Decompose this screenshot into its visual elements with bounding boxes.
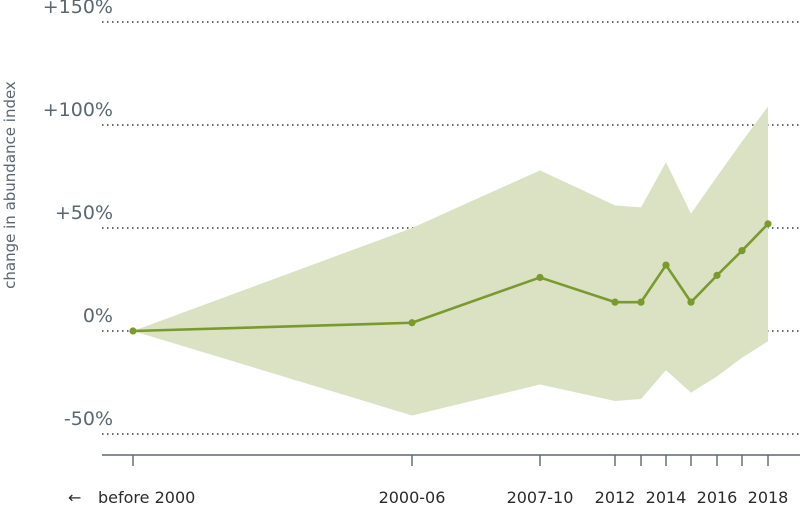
- data-point: [408, 319, 416, 327]
- x-tick-label: 2012: [595, 488, 636, 507]
- y-tick-label: 0%: [83, 305, 113, 327]
- x-tick-label: 2018: [748, 488, 789, 507]
- x-tick-label: 2016: [697, 488, 738, 507]
- x-tick-label: 2007-10: [507, 488, 574, 507]
- data-point: [764, 220, 772, 228]
- y-axis-title: change in abundance index: [1, 81, 19, 289]
- x-tick-label: 2000-06: [379, 488, 446, 507]
- data-point: [687, 298, 695, 306]
- x-tick-label-layer: ← before 2000 2000-06 2007-10 2012 2014 2016 20…: [68, 488, 788, 507]
- data-point: [611, 298, 619, 306]
- x-tick-arrow: ←: [68, 488, 81, 507]
- data-point: [738, 247, 746, 255]
- data-point: [713, 271, 721, 279]
- y-tick-label-layer: -50% 0% +50% +100% +150%: [43, 0, 113, 430]
- data-point: [129, 327, 137, 335]
- point-layer: [129, 220, 772, 335]
- x-tick-layer: [132, 455, 769, 466]
- data-point: [637, 298, 645, 306]
- series-line: [132, 222, 769, 333]
- y-tick-label: -50%: [64, 408, 113, 430]
- y-tick-label: +50%: [55, 202, 113, 224]
- confidence-band: [133, 106, 768, 416]
- data-point: [536, 273, 544, 282]
- y-tick-label: +100%: [43, 99, 113, 121]
- x-tick-label: before 2000: [98, 488, 195, 507]
- x-tick-label: 2014: [646, 488, 687, 507]
- data-point: [662, 261, 670, 269]
- y-tick-label: +150%: [43, 0, 113, 18]
